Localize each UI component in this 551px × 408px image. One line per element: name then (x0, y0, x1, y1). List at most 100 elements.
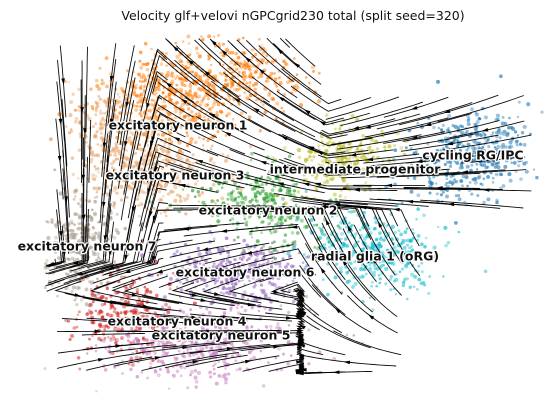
cell-point (267, 281, 271, 285)
cell-point (115, 212, 119, 216)
cell-point (453, 137, 458, 142)
cell-point (344, 238, 347, 242)
cell-point (473, 180, 478, 185)
cell-point (490, 160, 494, 165)
cell-point (90, 105, 95, 109)
cell-point (159, 147, 163, 151)
cell-point (64, 272, 68, 276)
cell-point (187, 353, 191, 356)
cell-point (484, 165, 489, 170)
cell-point (99, 296, 103, 300)
cell-point (287, 324, 291, 327)
cell-point (326, 262, 330, 266)
velocity-streamline (153, 209, 217, 224)
cell-point (307, 270, 311, 274)
cell-point (388, 277, 393, 281)
cell-point (204, 345, 209, 350)
cell-point (266, 268, 271, 272)
cell-point (494, 131, 499, 135)
cell-point (85, 312, 89, 317)
cell-point (367, 267, 373, 272)
cell-point (409, 238, 414, 243)
cell-point (395, 204, 399, 208)
streamline-arrowhead (61, 78, 65, 85)
cell-point (445, 194, 449, 199)
cell-point (109, 306, 113, 310)
cell-point (113, 149, 117, 154)
cell-point (170, 125, 175, 129)
cell-point (291, 213, 295, 218)
cell-point (401, 258, 406, 263)
cell-point (486, 138, 490, 142)
cell-point (266, 199, 270, 203)
streamline-arrowhead (250, 330, 257, 335)
velocity-streamline (285, 38, 316, 67)
cell-point (166, 192, 171, 196)
cell-point (481, 149, 487, 154)
cell-point (145, 289, 150, 294)
cell-point (499, 74, 503, 79)
cell-point (210, 276, 214, 280)
cell-point (161, 92, 165, 95)
cell-point (104, 324, 109, 328)
cell-point (129, 341, 133, 345)
cell-point (353, 243, 358, 248)
cell-point (205, 284, 209, 288)
cell-point (69, 100, 74, 105)
cell-point (423, 283, 427, 287)
cell-point (225, 114, 229, 118)
cell-point (375, 147, 380, 151)
cell-point (468, 157, 471, 161)
velocity-streamline (292, 288, 320, 316)
cell-point (292, 85, 297, 89)
cell-point (461, 184, 464, 188)
cell-point (508, 178, 513, 183)
cell-point (265, 200, 269, 204)
velocity-streamline (123, 119, 139, 195)
cell-point (92, 211, 97, 216)
cell-point (116, 92, 120, 96)
cell-point (164, 95, 168, 99)
cell-point (142, 314, 146, 318)
cell-point (404, 264, 409, 269)
cell-point (364, 272, 368, 276)
cell-point (236, 311, 241, 315)
cell-point (225, 49, 229, 53)
cell-point (222, 337, 227, 341)
cell-point (270, 283, 273, 287)
cell-point (248, 67, 251, 71)
cell-point (237, 195, 240, 199)
cell-point (212, 161, 216, 165)
cluster-label-radial-glia-1-org: radial glia 1 (oRG) (311, 249, 439, 264)
cell-point (178, 198, 183, 204)
velocity-streamline (127, 156, 142, 219)
cell-point (166, 338, 170, 342)
cell-point (466, 118, 470, 123)
cell-point (322, 233, 327, 237)
cell-point (278, 81, 283, 86)
cell-point (245, 243, 250, 248)
cell-point (207, 34, 212, 39)
velocity-streamline (88, 119, 92, 183)
cell-point (271, 268, 275, 272)
cell-point (344, 149, 348, 152)
streamline-arrowhead (278, 96, 285, 102)
cell-point (145, 67, 150, 72)
cell-point (520, 131, 525, 135)
cell-point (282, 352, 285, 356)
cell-point (242, 78, 246, 82)
cell-point (223, 78, 228, 83)
cell-point (494, 172, 499, 177)
cell-point (251, 276, 255, 280)
cell-point (112, 159, 116, 163)
cell-point (258, 251, 263, 255)
cell-point (392, 262, 396, 267)
cell-point (212, 372, 216, 376)
cell-point (325, 180, 330, 185)
cell-point (139, 75, 144, 80)
cell-point (212, 364, 215, 368)
cell-point (229, 194, 234, 199)
cell-point (522, 142, 527, 147)
cell-point (412, 285, 416, 289)
cell-point (231, 198, 235, 203)
